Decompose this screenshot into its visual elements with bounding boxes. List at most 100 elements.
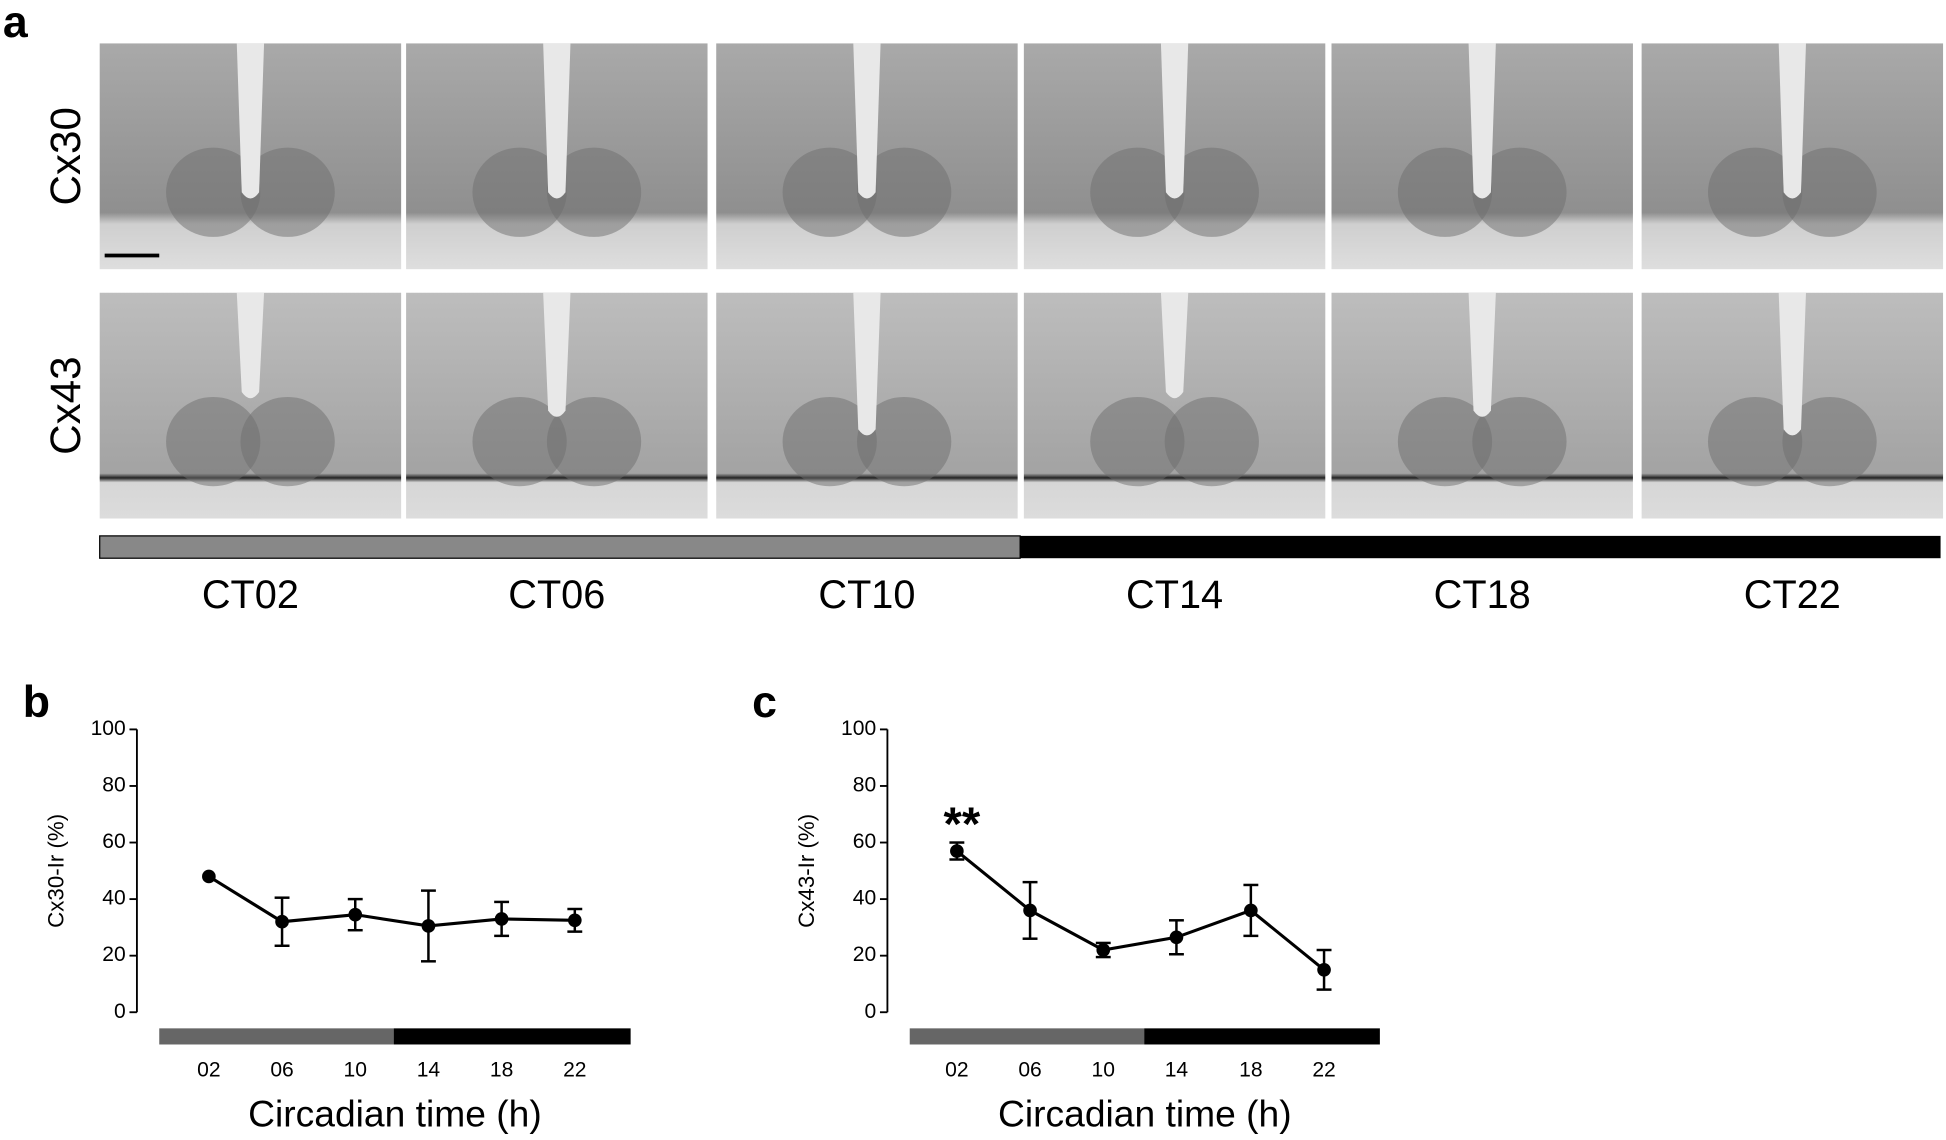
nucleus-left bbox=[1090, 396, 1185, 487]
nucleus-left bbox=[1707, 147, 1803, 237]
nucleus-left bbox=[166, 396, 261, 487]
nucleus-left bbox=[782, 147, 877, 237]
micrograph bbox=[1331, 292, 1633, 519]
data-point bbox=[275, 914, 289, 929]
nucleus-right bbox=[857, 396, 952, 487]
ventricle bbox=[1468, 292, 1496, 417]
x-axis-label: Circadian time (h) bbox=[998, 1092, 1292, 1134]
nucleus-left bbox=[1090, 147, 1185, 237]
column-label: CT18 bbox=[1434, 573, 1531, 617]
ventricle bbox=[543, 292, 571, 417]
x-tick-label: 22 bbox=[1312, 1059, 1335, 1082]
nucleus-right bbox=[240, 147, 335, 237]
y-tick-label: 40 bbox=[102, 887, 125, 910]
nucleus-left bbox=[472, 147, 567, 237]
column-label: CT02 bbox=[202, 573, 299, 617]
ventricle bbox=[1468, 43, 1496, 199]
ventricle bbox=[853, 292, 881, 436]
nucleus-left bbox=[1397, 396, 1493, 487]
data-point bbox=[1317, 962, 1331, 977]
y-tick-label: 60 bbox=[853, 830, 876, 853]
y-tick-label: 60 bbox=[102, 830, 125, 853]
y-axis-label: Cx43-Ir (%) bbox=[794, 814, 819, 928]
column-label: CT22 bbox=[1744, 573, 1841, 617]
x-tick-label: 06 bbox=[270, 1059, 293, 1082]
column-label: CT06 bbox=[508, 573, 605, 617]
nucleus-left bbox=[782, 396, 877, 487]
nucleus-right bbox=[546, 147, 642, 237]
x-tick-label: 18 bbox=[490, 1059, 513, 1082]
micrograph bbox=[406, 292, 708, 519]
panel-label: c bbox=[752, 678, 777, 727]
nucleus-right bbox=[1782, 396, 1877, 487]
nucleus-right bbox=[240, 396, 335, 487]
y-tick-label: 40 bbox=[853, 887, 876, 910]
micrograph bbox=[1641, 43, 1944, 270]
ventricle bbox=[543, 43, 571, 199]
data-point bbox=[1023, 903, 1037, 918]
ventricle bbox=[236, 292, 265, 399]
ventricle bbox=[1778, 292, 1806, 436]
x-tick-label: 22 bbox=[563, 1059, 586, 1082]
ventricle bbox=[236, 43, 265, 199]
row-label: Cx43 bbox=[42, 356, 89, 454]
nucleus-right bbox=[1164, 396, 1259, 487]
nucleus-right bbox=[546, 396, 642, 487]
data-line bbox=[208, 875, 575, 928]
data-point bbox=[1096, 943, 1111, 957]
light-phase-bar bbox=[99, 535, 1021, 559]
micrograph bbox=[99, 292, 402, 519]
micrograph bbox=[99, 43, 402, 270]
ventricle bbox=[853, 43, 881, 199]
micrograph bbox=[406, 43, 708, 270]
x-tick-label: 02 bbox=[945, 1059, 968, 1082]
x-tick-label: 02 bbox=[197, 1059, 220, 1082]
dark-phase-bar bbox=[1144, 1028, 1380, 1045]
micrograph bbox=[1023, 292, 1326, 519]
significance-annotation: ** bbox=[943, 797, 980, 850]
dark-phase-bar bbox=[393, 1028, 631, 1045]
x-tick-label: 10 bbox=[344, 1059, 367, 1082]
panel-label: b bbox=[23, 678, 50, 727]
y-tick-label: 80 bbox=[102, 774, 125, 797]
data-point bbox=[950, 844, 964, 858]
x-tick-label: 18 bbox=[1239, 1059, 1262, 1082]
micrograph bbox=[1023, 43, 1326, 270]
micrograph bbox=[1641, 292, 1944, 519]
ventricle bbox=[1778, 43, 1806, 199]
data-point bbox=[567, 913, 582, 928]
x-tick-label: 10 bbox=[1092, 1059, 1115, 1082]
x-tick-label: 06 bbox=[1018, 1059, 1041, 1082]
light-phase-bar bbox=[159, 1028, 394, 1045]
column-label: CT10 bbox=[818, 573, 915, 617]
ventricle bbox=[1160, 292, 1189, 399]
micrograph bbox=[716, 292, 1018, 519]
micrograph bbox=[716, 43, 1018, 270]
data-point bbox=[348, 907, 363, 922]
y-axis-label: Cx30-Ir (%) bbox=[43, 814, 68, 928]
nucleus-right bbox=[1472, 396, 1567, 487]
data-point bbox=[1244, 903, 1258, 918]
x-tick-label: 14 bbox=[417, 1059, 441, 1082]
y-tick-label: 0 bbox=[114, 1000, 126, 1023]
nucleus-left bbox=[1397, 147, 1493, 237]
nucleus-right bbox=[1782, 147, 1877, 237]
y-tick-label: 80 bbox=[853, 774, 876, 797]
nucleus-left bbox=[166, 147, 261, 237]
column-label: CT14 bbox=[1126, 573, 1223, 617]
nucleus-right bbox=[1164, 147, 1259, 237]
data-line bbox=[955, 849, 1326, 972]
y-tick-label: 100 bbox=[841, 717, 876, 740]
x-tick-label: 14 bbox=[1165, 1059, 1189, 1082]
panel-label: a bbox=[3, 0, 29, 47]
ventricle bbox=[1160, 43, 1189, 199]
nucleus-right bbox=[1472, 147, 1567, 237]
data-point bbox=[421, 919, 436, 933]
y-tick-label: 100 bbox=[91, 717, 126, 740]
light-phase-bar bbox=[909, 1028, 1145, 1045]
micrograph bbox=[1331, 43, 1633, 270]
x-axis-label: Circadian time (h) bbox=[248, 1092, 542, 1134]
row-label: Cx30 bbox=[42, 107, 89, 205]
